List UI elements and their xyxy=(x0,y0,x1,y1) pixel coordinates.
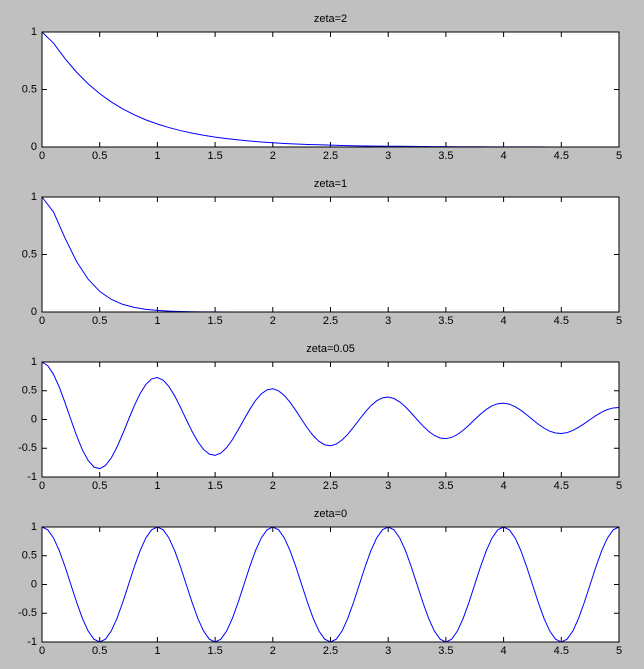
x-tick-label: 5 xyxy=(616,315,622,327)
x-tick-label: 1.5 xyxy=(207,150,222,162)
x-tick-label: 4.5 xyxy=(554,480,569,492)
y-tick-label: 0 xyxy=(31,413,37,425)
x-tick-label: 0 xyxy=(39,645,45,657)
y-tick-label: 1 xyxy=(31,191,37,203)
axes-background xyxy=(42,32,619,147)
x-tick-label: 1 xyxy=(154,315,160,327)
line-series xyxy=(41,361,620,470)
y-tick-label: -0.5 xyxy=(18,442,37,454)
x-tick-label: 1.5 xyxy=(207,645,222,657)
y-tick-label: 0 xyxy=(31,306,37,318)
chart-title: zeta=2 xyxy=(314,13,347,25)
x-tick-label: 5 xyxy=(616,645,622,657)
x-tick-label: 2.5 xyxy=(323,480,338,492)
x-tick-label: 0.5 xyxy=(92,315,107,327)
x-tick-label: 2 xyxy=(270,645,276,657)
y-tick-label: 0.5 xyxy=(22,385,37,397)
y-tick-label: 0 xyxy=(31,578,37,590)
x-tick-label: 4.5 xyxy=(554,150,569,162)
x-tick-label: 0 xyxy=(39,315,45,327)
y-tick-label: -1 xyxy=(27,471,37,483)
x-tick-label: 0 xyxy=(39,480,45,492)
x-tick-label: 2.5 xyxy=(323,645,338,657)
chart-title: zeta=0.05 xyxy=(306,343,355,355)
x-tick-label: 0 xyxy=(39,150,45,162)
x-tick-label: 3 xyxy=(385,480,391,492)
chart-title: zeta=1 xyxy=(314,178,347,190)
x-tick-label: 1 xyxy=(154,150,160,162)
y-tick-label: -0.5 xyxy=(18,607,37,619)
x-tick-label: 3 xyxy=(385,315,391,327)
x-tick-label: 2 xyxy=(270,150,276,162)
x-tick-label: 3.5 xyxy=(438,480,453,492)
x-tick-label: 3 xyxy=(385,645,391,657)
axes-background xyxy=(42,197,619,312)
axes-box xyxy=(41,31,620,148)
x-tick-label: 1 xyxy=(154,480,160,492)
y-tick-label: -1 xyxy=(27,636,37,648)
x-tick-label: 4 xyxy=(501,315,507,327)
axes-box xyxy=(41,196,620,313)
x-tick-label: 5 xyxy=(616,150,622,162)
axes-box xyxy=(41,526,620,643)
x-tick-label: 0.5 xyxy=(92,645,107,657)
x-tick-label: 1.5 xyxy=(207,315,222,327)
x-tick-label: 3.5 xyxy=(438,645,453,657)
y-tick-label: 1 xyxy=(31,26,37,38)
axes-background xyxy=(42,527,619,642)
x-tick-label: 3.5 xyxy=(438,315,453,327)
x-tick-label: 0.5 xyxy=(92,150,107,162)
x-tick-label: 4 xyxy=(501,645,507,657)
x-tick-label: 2.5 xyxy=(323,315,338,327)
y-tick-label: 1 xyxy=(31,356,37,368)
y-tick-label: 0.5 xyxy=(22,83,37,95)
y-tick-label: 0.5 xyxy=(22,550,37,562)
x-tick-label: 2.5 xyxy=(323,150,338,162)
y-tick-label: 0.5 xyxy=(22,248,37,260)
x-tick-label: 5 xyxy=(616,480,622,492)
x-tick-label: 1 xyxy=(154,645,160,657)
x-tick-label: 4.5 xyxy=(554,645,569,657)
x-tick-label: 2 xyxy=(270,480,276,492)
x-tick-label: 0.5 xyxy=(92,480,107,492)
x-tick-label: 2 xyxy=(270,315,276,327)
x-tick-label: 3 xyxy=(385,150,391,162)
y-tick-label: 0 xyxy=(31,141,37,153)
axes-box xyxy=(41,361,620,478)
x-tick-label: 3.5 xyxy=(438,150,453,162)
x-tick-label: 1.5 xyxy=(207,480,222,492)
chart-title: zeta=0 xyxy=(314,508,347,520)
x-tick-label: 4 xyxy=(501,480,507,492)
y-tick-label: 1 xyxy=(31,521,37,533)
x-tick-label: 4.5 xyxy=(554,315,569,327)
axes-background xyxy=(42,362,619,477)
x-tick-label: 4 xyxy=(501,150,507,162)
